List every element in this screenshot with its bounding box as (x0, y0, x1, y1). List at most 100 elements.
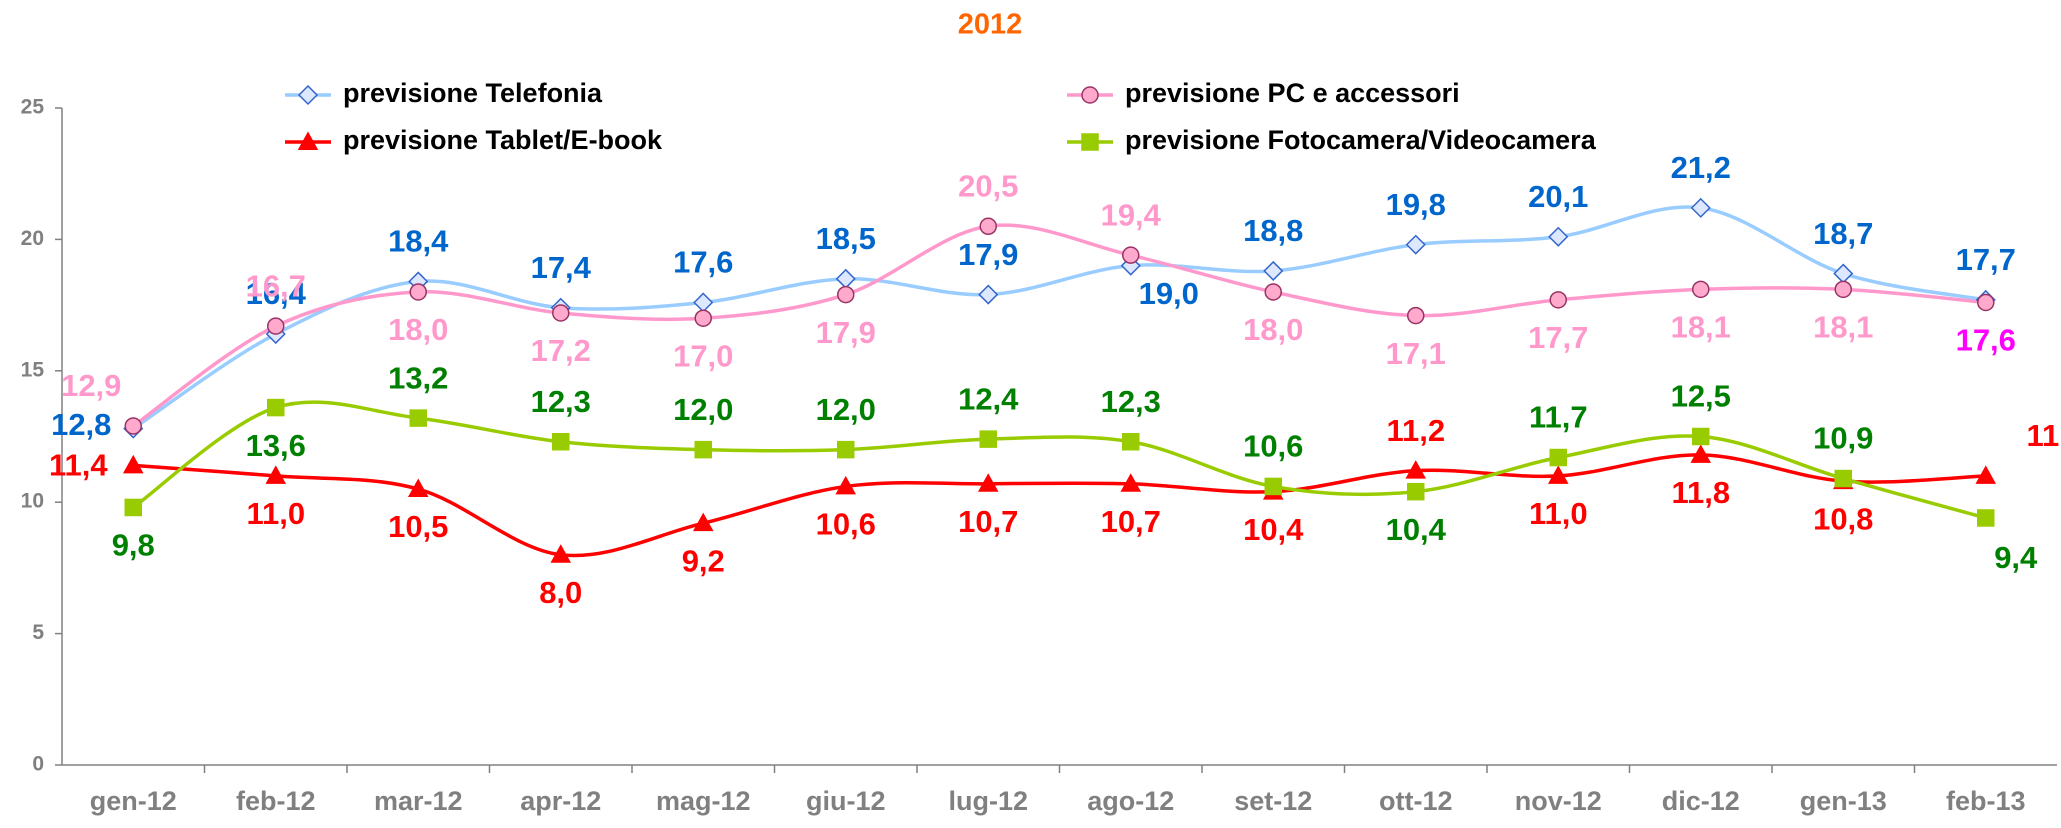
data-point (1405, 460, 1427, 479)
data-label: 11,0 (1529, 496, 1588, 531)
data-label: 18,1 (1671, 310, 1731, 345)
y-tick-label: 5 (32, 621, 44, 644)
data-point (1122, 433, 1140, 451)
data-label: 11,4 (49, 448, 108, 483)
data-point (1977, 293, 1995, 312)
data-label: 9,8 (112, 528, 155, 563)
data-point (1692, 280, 1710, 299)
x-tick-label: nov-12 (1515, 786, 1602, 816)
y-tick-label: 0 (32, 753, 44, 776)
data-point (1549, 291, 1567, 309)
x-tick-label: lug-12 (948, 786, 1028, 816)
data-point (692, 512, 714, 532)
data-point (1263, 260, 1284, 281)
data-point (1834, 280, 1852, 299)
data-label: 16,4 (246, 276, 307, 311)
data-point (265, 465, 287, 484)
data-point (1547, 465, 1569, 484)
y-tick-label: 10 (21, 490, 44, 513)
data-label: 17,6 (1956, 323, 2016, 358)
data-label: 18,0 (1243, 312, 1303, 347)
x-tick-label: apr-12 (520, 786, 601, 816)
data-label: 12,0 (816, 392, 876, 427)
data-point (1264, 477, 1282, 496)
series-line (133, 453, 1986, 558)
data-point (124, 417, 142, 435)
data-label: 10,6 (816, 507, 876, 542)
x-tick-label: gen-13 (1800, 786, 1887, 816)
legend-marker (297, 84, 319, 106)
data-label: 10,9 (1813, 421, 1873, 456)
data-point (979, 430, 997, 448)
data-label: 11,8 (1671, 475, 1730, 510)
data-label: 12,3 (1101, 384, 1161, 419)
x-tick-label: mar-12 (374, 786, 463, 816)
data-label: 10,4 (1243, 512, 1304, 547)
legend-label: previsione Tablet/E-book (343, 125, 663, 155)
data-point (1977, 509, 1995, 527)
data-label: 12,4 (958, 381, 1019, 416)
data-label: 12,3 (531, 384, 591, 419)
data-label: 17,2 (531, 333, 591, 368)
data-label: 12,8 (51, 407, 111, 442)
data-label: 17,4 (531, 250, 592, 285)
data-point (1692, 427, 1710, 446)
data-label: 10,6 (1243, 429, 1303, 464)
x-tick-label: gen-12 (90, 786, 177, 816)
y-tick-label: 20 (21, 227, 44, 250)
data-label: 16,7 (246, 268, 306, 303)
data-point (1405, 234, 1426, 255)
data-point (1122, 246, 1140, 264)
data-point (1120, 473, 1142, 492)
data-label: 18,1 (1813, 310, 1873, 345)
data-label: 18,0 (388, 312, 448, 347)
data-label: 17,0 (673, 338, 733, 373)
data-label: 11,0 (2026, 418, 2061, 453)
data-point (1549, 448, 1567, 467)
data-point (1833, 263, 1854, 284)
data-label: 8,0 (539, 575, 582, 610)
data-point (837, 440, 855, 459)
legend-marker (297, 131, 319, 150)
x-tick-label: feb-12 (236, 786, 316, 816)
data-label: 12,0 (673, 392, 733, 427)
data-label: 17,9 (958, 237, 1018, 272)
data-point (407, 478, 429, 498)
y-tick-label: 25 (21, 96, 45, 119)
data-point (550, 544, 572, 563)
data-label: 20,1 (1528, 179, 1588, 214)
data-point (694, 440, 712, 459)
data-point (837, 285, 855, 304)
data-label: 19,4 (1101, 197, 1162, 232)
data-label: 11,7 (1529, 400, 1588, 435)
data-label: 10,7 (1101, 504, 1161, 539)
data-label: 19,8 (1386, 187, 1446, 222)
data-label: 9,2 (682, 543, 725, 578)
data-label: 18,7 (1813, 216, 1873, 251)
data-point (409, 409, 427, 427)
data-point (1690, 444, 1712, 463)
data-label: 11,2 (1386, 413, 1445, 448)
x-tick-label: feb-13 (1946, 786, 2026, 816)
data-label: 18,8 (1243, 213, 1303, 248)
data-label: 9,4 (1994, 540, 2038, 575)
data-point (552, 304, 570, 322)
data-label: 17,7 (1956, 242, 2016, 277)
legend-marker (1081, 133, 1099, 151)
chart-title: 2012 (958, 9, 1023, 41)
x-tick-label: ott-12 (1379, 786, 1453, 816)
data-label: 18,4 (388, 224, 449, 259)
data-label: 20,5 (958, 168, 1018, 203)
legend-label: previsione Fotocamera/Videocamera (1125, 125, 1597, 155)
data-point (1407, 482, 1425, 501)
data-label: 18,5 (816, 221, 876, 256)
data-point (409, 283, 427, 301)
data-point (122, 454, 144, 474)
data-point (1264, 283, 1282, 301)
data-point (835, 268, 856, 289)
data-point (978, 284, 999, 305)
data-point (693, 292, 714, 313)
data-point (124, 498, 142, 517)
data-label: 10,7 (958, 504, 1018, 539)
